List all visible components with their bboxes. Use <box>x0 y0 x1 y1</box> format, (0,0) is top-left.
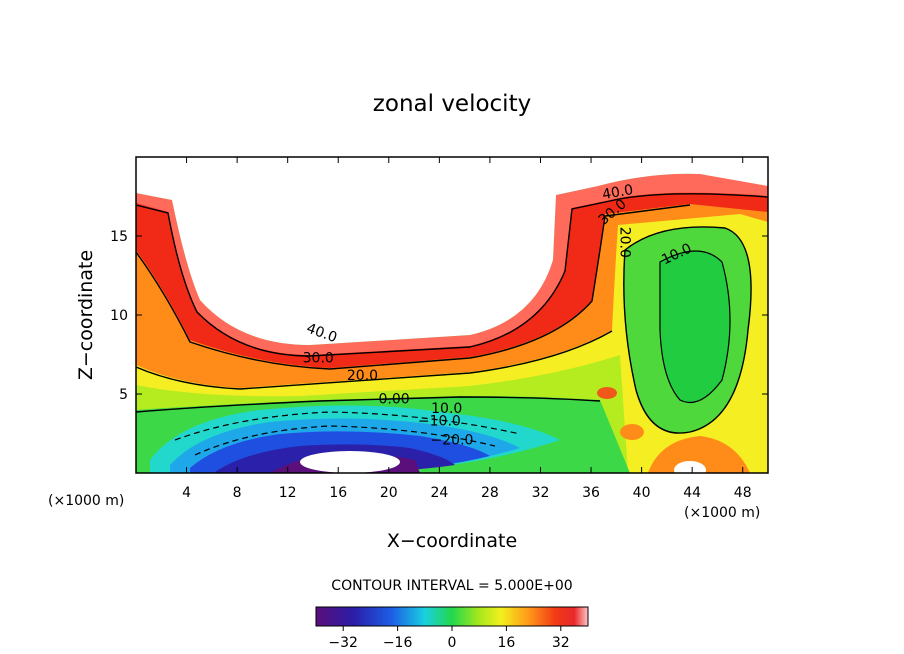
contour-label: 0.00 <box>378 391 409 407</box>
x-tick-label: 20 <box>380 485 398 501</box>
y-tick-label: 10 <box>110 308 128 324</box>
colorbar-tick-label: 0 <box>448 635 457 651</box>
colorbar-tick-label: −16 <box>383 635 413 651</box>
x-tick-label: 12 <box>279 485 297 501</box>
x-tick-label: 36 <box>582 485 600 501</box>
patch-orange-2 <box>620 424 644 440</box>
contour-label: 40.0 <box>601 182 634 203</box>
colorbar-ticks: −32 −16 0 16 32 <box>328 626 570 651</box>
contour-label: 20.0 <box>617 227 633 258</box>
patch-orange-1 <box>597 387 617 399</box>
y-axis: 5 10 15 <box>110 229 768 403</box>
colorbar <box>315 606 589 627</box>
contour-labels: 40.030.020.00.0010.0−10.0−20.040.030.020… <box>303 182 695 449</box>
y-tick-label: 5 <box>119 387 128 403</box>
blank-right-bottom <box>674 461 706 473</box>
contour-field <box>136 157 768 473</box>
x-tick-label: 16 <box>329 485 347 501</box>
colorbar-tick-label: −32 <box>328 635 358 651</box>
right-green-core <box>660 251 730 403</box>
x-tick-label: 40 <box>633 485 651 501</box>
contour-label: −10.0 <box>418 414 461 430</box>
x-axis-unit: (×1000 m) <box>684 505 760 521</box>
y-axis-unit: (×1000 m) <box>48 493 124 509</box>
y-tick-label: 15 <box>110 229 128 245</box>
blank-top <box>136 157 768 345</box>
contour-label: 30.0 <box>303 350 334 366</box>
contour-label: −20.0 <box>431 433 474 449</box>
x-tick-label: 8 <box>233 485 242 501</box>
blank-jet-core <box>300 451 400 473</box>
x-axis: 4 8 12 16 20 24 28 32 36 40 44 48 <box>182 157 752 501</box>
colorbar-tick-label: 32 <box>552 635 570 651</box>
y-axis-title: Z−coordinate <box>75 250 97 380</box>
chart-title: zonal velocity <box>373 91 531 117</box>
x-tick-label: 44 <box>683 485 701 501</box>
contour-lines <box>136 193 768 456</box>
contour-interval-text: CONTOUR INTERVAL = 5.000E+00 <box>331 578 572 594</box>
x-axis-title: X−coordinate <box>387 530 517 552</box>
x-tick-label: 32 <box>532 485 550 501</box>
x-tick-label: 4 <box>182 485 191 501</box>
contour-label: 20.0 <box>347 368 378 384</box>
x-tick-label: 48 <box>734 485 752 501</box>
colorbar-tick-label: 16 <box>497 635 515 651</box>
patch-orange-3 <box>648 436 750 473</box>
contour-label: 10.0 <box>431 401 462 417</box>
x-tick-label: 28 <box>481 485 499 501</box>
x-tick-label: 24 <box>430 485 448 501</box>
